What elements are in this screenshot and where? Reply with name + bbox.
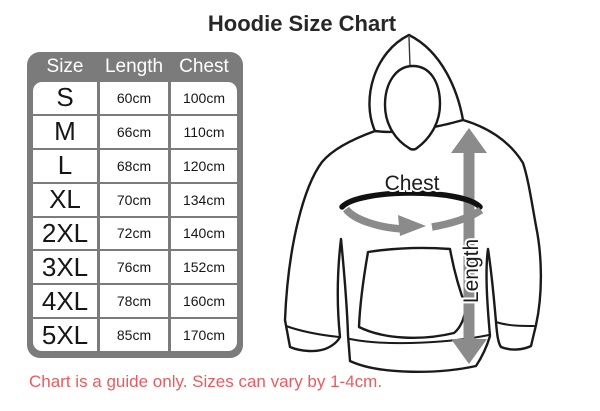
chest-measure-ellipse [339, 190, 483, 210]
size-table-body: S 60cm 100cm M 66cm 110cm L 68cm 120cm X… [33, 82, 237, 351]
hoodie-diagram-svg: Chest Length [283, 33, 543, 373]
length-label: Length [460, 239, 483, 303]
table-cell-chest: 152cm [171, 251, 237, 284]
table-cell-size: M [33, 115, 97, 148]
table-cell-length: 78cm [100, 285, 168, 318]
size-table: Size Length Chest S 60cm 100cm M 66cm 11… [27, 52, 243, 358]
chest-arrow-arc-left [342, 206, 405, 233]
table-cell-size: 5XL [33, 319, 97, 351]
hood-seam [408, 36, 411, 67]
table-cell-chest: 110cm [171, 115, 237, 148]
table-cell-size: L [33, 149, 97, 182]
hood-face-opening [383, 64, 442, 151]
hoodie-pocket [357, 246, 468, 339]
disclaimer-note: Chart is a guide only. Sizes can vary by… [29, 372, 383, 391]
table-cell-chest: 140cm [171, 217, 237, 250]
page-title: Hoodie Size Chart [207, 11, 397, 36]
hoodie-illustration: Chest Length [280, 30, 590, 392]
chest-label: Chest [385, 172, 440, 195]
hem-line [349, 334, 490, 345]
length-arrow-icon [451, 128, 487, 364]
table-cell-chest: 100cm [171, 82, 237, 114]
table-cell-length: 70cm [100, 183, 168, 216]
table-cell-size: S [33, 82, 97, 114]
table-cell-size: 3XL [33, 251, 97, 284]
hoodie-body-outline [283, 118, 543, 373]
left-cuff-line [285, 325, 340, 338]
table-cell-length: 60cm [100, 82, 168, 114]
right-cuff-line [495, 321, 535, 327]
table-cell-chest: 120cm [171, 149, 237, 182]
table-cell-chest: 160cm [171, 285, 237, 318]
table-cell-chest: 170cm [171, 319, 237, 351]
table-cell-size: XL [33, 183, 97, 216]
size-table-header: Size Length Chest [33, 52, 237, 82]
table-cell-chest: 134cm [171, 183, 237, 216]
chest-arrow-arc-right [431, 206, 484, 231]
table-cell-size: 2XL [33, 217, 97, 250]
column-header-chest: Chest [179, 56, 229, 77]
table-cell-length: 68cm [100, 149, 168, 182]
table-cell-length: 72cm [100, 217, 168, 250]
column-header-size: Size [46, 56, 84, 77]
chest-arrow-icon [398, 215, 426, 236]
table-cell-length: 66cm [100, 115, 168, 148]
column-header-length: Length [104, 56, 164, 77]
table-cell-size: 4XL [33, 285, 97, 318]
table-cell-length: 76cm [100, 251, 168, 284]
table-cell-length: 85cm [100, 319, 168, 351]
